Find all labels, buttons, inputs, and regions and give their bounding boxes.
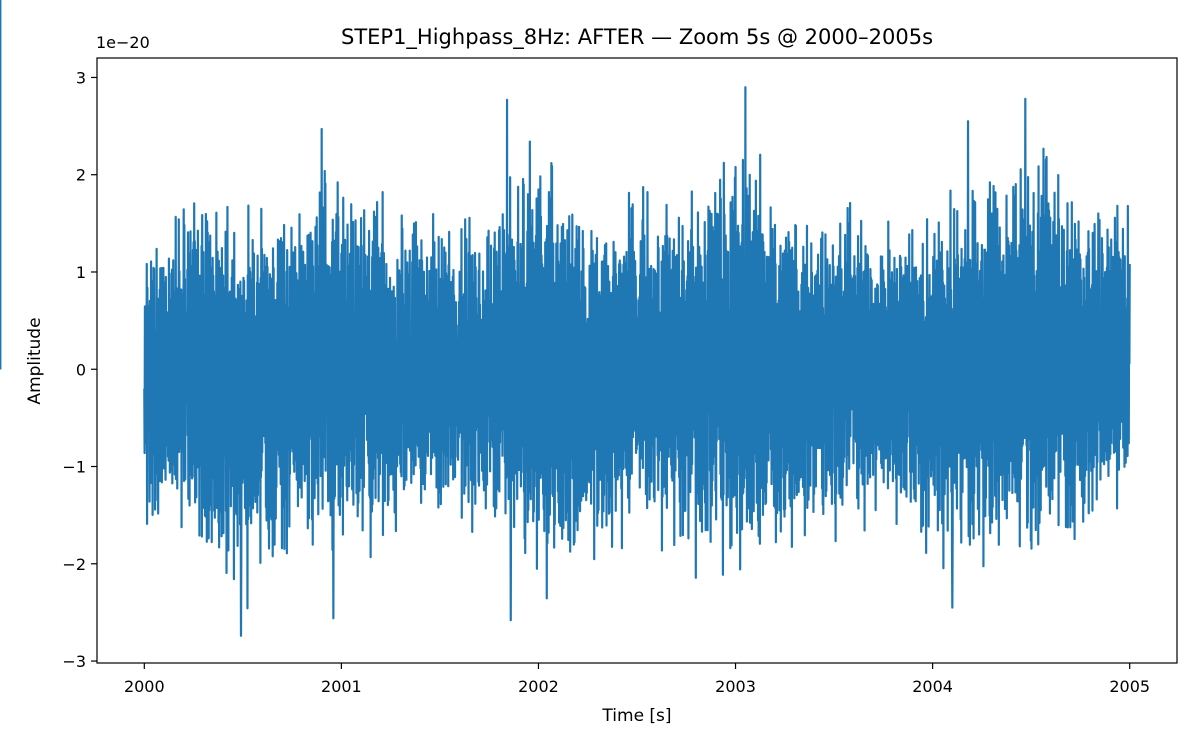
y-offset-label: 1e−20: [96, 33, 150, 52]
x-tick-label-0: 2000: [124, 677, 165, 696]
x-tick-label-1: 2001: [321, 677, 362, 696]
y-tick-label-2: −1: [62, 458, 86, 477]
y-tick-label-6: 3: [76, 68, 86, 87]
x-axis-label: Time [s]: [601, 706, 671, 726]
plot-area: [0, 0, 1131, 637]
axes-frame: [96, 57, 1178, 664]
x-tick-label-4: 2004: [912, 677, 953, 696]
y-tick-label-4: 1: [76, 263, 86, 282]
y-tick-label-5: 2: [76, 166, 86, 185]
x-tick-label-2: 2002: [518, 677, 559, 696]
y-axis-label: Amplitude: [25, 317, 45, 404]
series-line: [143, 86, 1131, 637]
x-tick-label-3: 2003: [715, 677, 756, 696]
y-tick-label-1: −2: [62, 555, 86, 574]
y-tick-label-3: 0: [76, 360, 86, 379]
axes: 2000 2001 2002 2003 2004 2005 −3 −2 −1 0 1 2 3: [62, 57, 1178, 696]
y-tick-label-0: −3: [62, 652, 86, 671]
chart-title: STEP1_Highpass_8Hz: AFTER — Zoom 5s @ 20…: [341, 25, 933, 50]
x-tick-label-5: 2005: [1109, 677, 1150, 696]
